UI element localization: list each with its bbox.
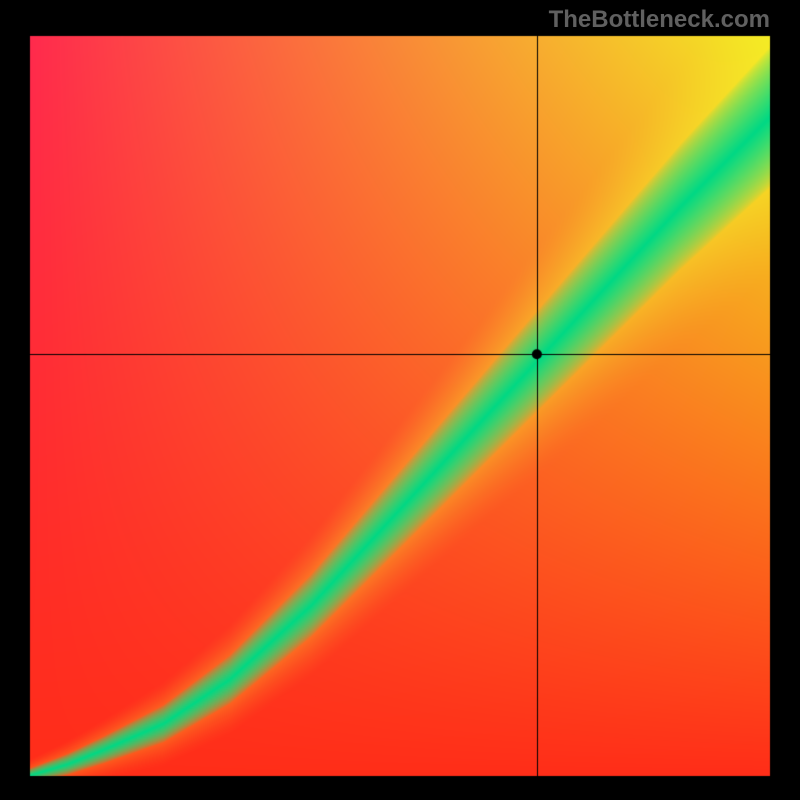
- bottleneck-heatmap: [0, 0, 800, 800]
- chart-container: TheBottleneck.com: [0, 0, 800, 800]
- watermark-text: TheBottleneck.com: [549, 6, 770, 34]
